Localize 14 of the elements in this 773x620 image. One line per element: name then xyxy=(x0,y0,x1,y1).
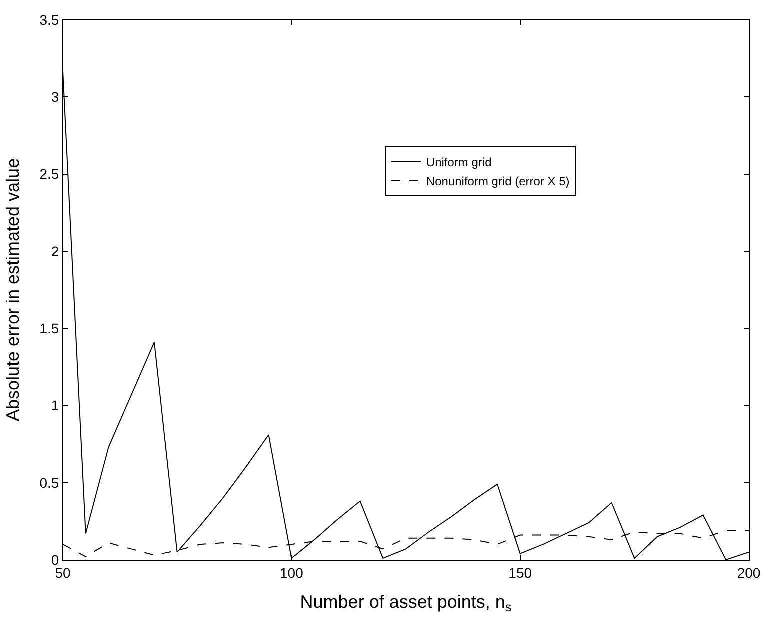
x-tick-label: 100 xyxy=(280,564,304,581)
y-tick-label: 0.5 xyxy=(40,474,60,491)
y-tick-label: 2.5 xyxy=(40,166,60,182)
legend-label: Uniform grid xyxy=(426,155,492,170)
y-tick-label: 1 xyxy=(51,398,60,414)
legend-label: Nonuniform grid (error X 5) xyxy=(426,174,570,188)
y-tick-label: 3.5 xyxy=(40,12,60,28)
y-axis-title: Absolute error in estimated value xyxy=(2,158,23,422)
x-axis-title: Number of asset points, n$_{s}$ xyxy=(300,592,512,615)
x-tick-label: 200 xyxy=(737,564,761,581)
y-tick-label: 1.5 xyxy=(40,320,60,336)
y-tick-label: 3 xyxy=(51,89,60,106)
x-tick-label: 150 xyxy=(508,564,532,581)
y-tick-label: 2 xyxy=(51,243,60,260)
